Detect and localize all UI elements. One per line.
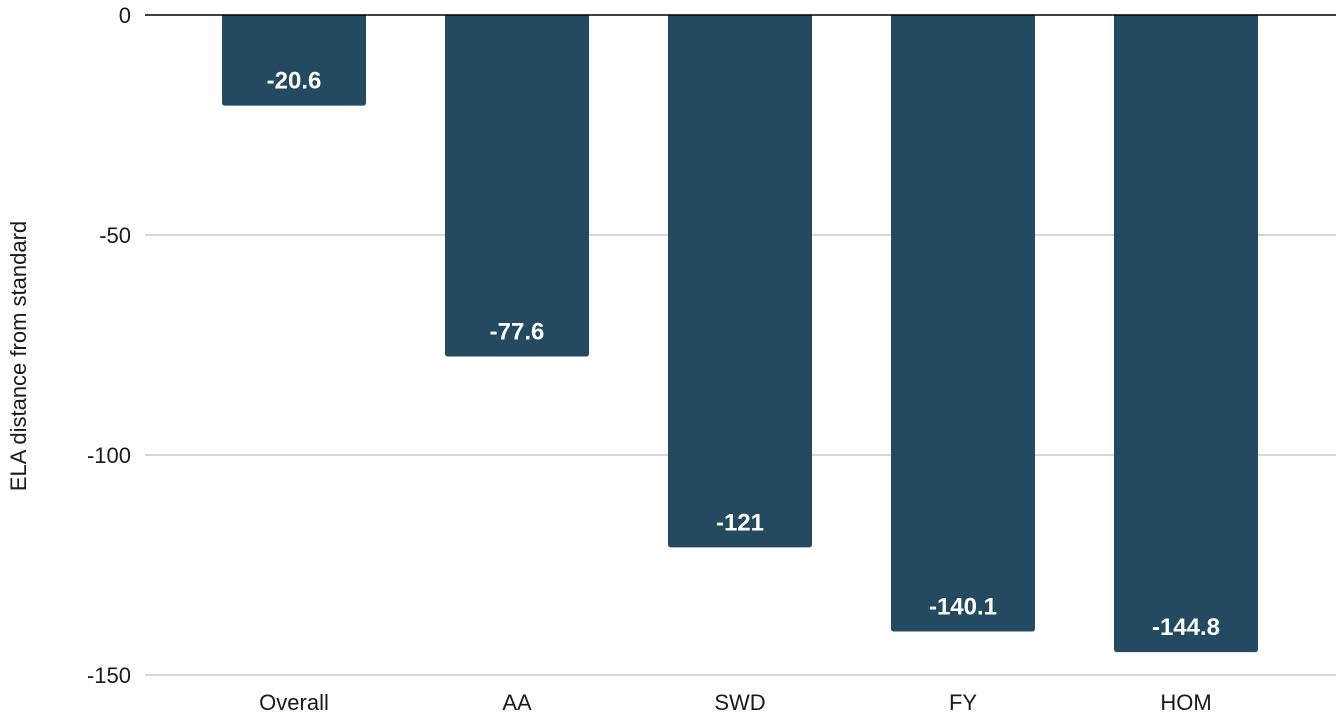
bar (445, 15, 589, 357)
bar (1114, 15, 1258, 653)
x-tick-label: FY (949, 690, 977, 715)
x-tick-label: SWD (714, 690, 765, 715)
y-tick-label: -100 (87, 443, 131, 468)
y-tick-label: 0 (119, 3, 131, 28)
y-axis-title: ELA distance from standard (6, 221, 31, 491)
x-tick-label: Overall (259, 690, 329, 715)
labels: 0 -50 -100 -150 -20.6 Overall -77.6 AA -121 SWD -1… (87, 3, 1220, 715)
data-label: -140.1 (929, 593, 997, 620)
x-tick-label: HOM (1160, 690, 1211, 715)
data-label: -121 (716, 509, 764, 536)
bars (222, 15, 1258, 653)
data-label: -77.6 (490, 318, 545, 345)
bar (668, 15, 812, 548)
y-tick-label: -150 (87, 663, 131, 688)
bar (891, 15, 1035, 632)
data-label: -144.8 (1152, 614, 1220, 641)
y-tick-label: -50 (99, 223, 131, 248)
bar (222, 15, 366, 106)
data-label: -20.6 (267, 68, 322, 95)
x-tick-label: AA (502, 690, 532, 715)
